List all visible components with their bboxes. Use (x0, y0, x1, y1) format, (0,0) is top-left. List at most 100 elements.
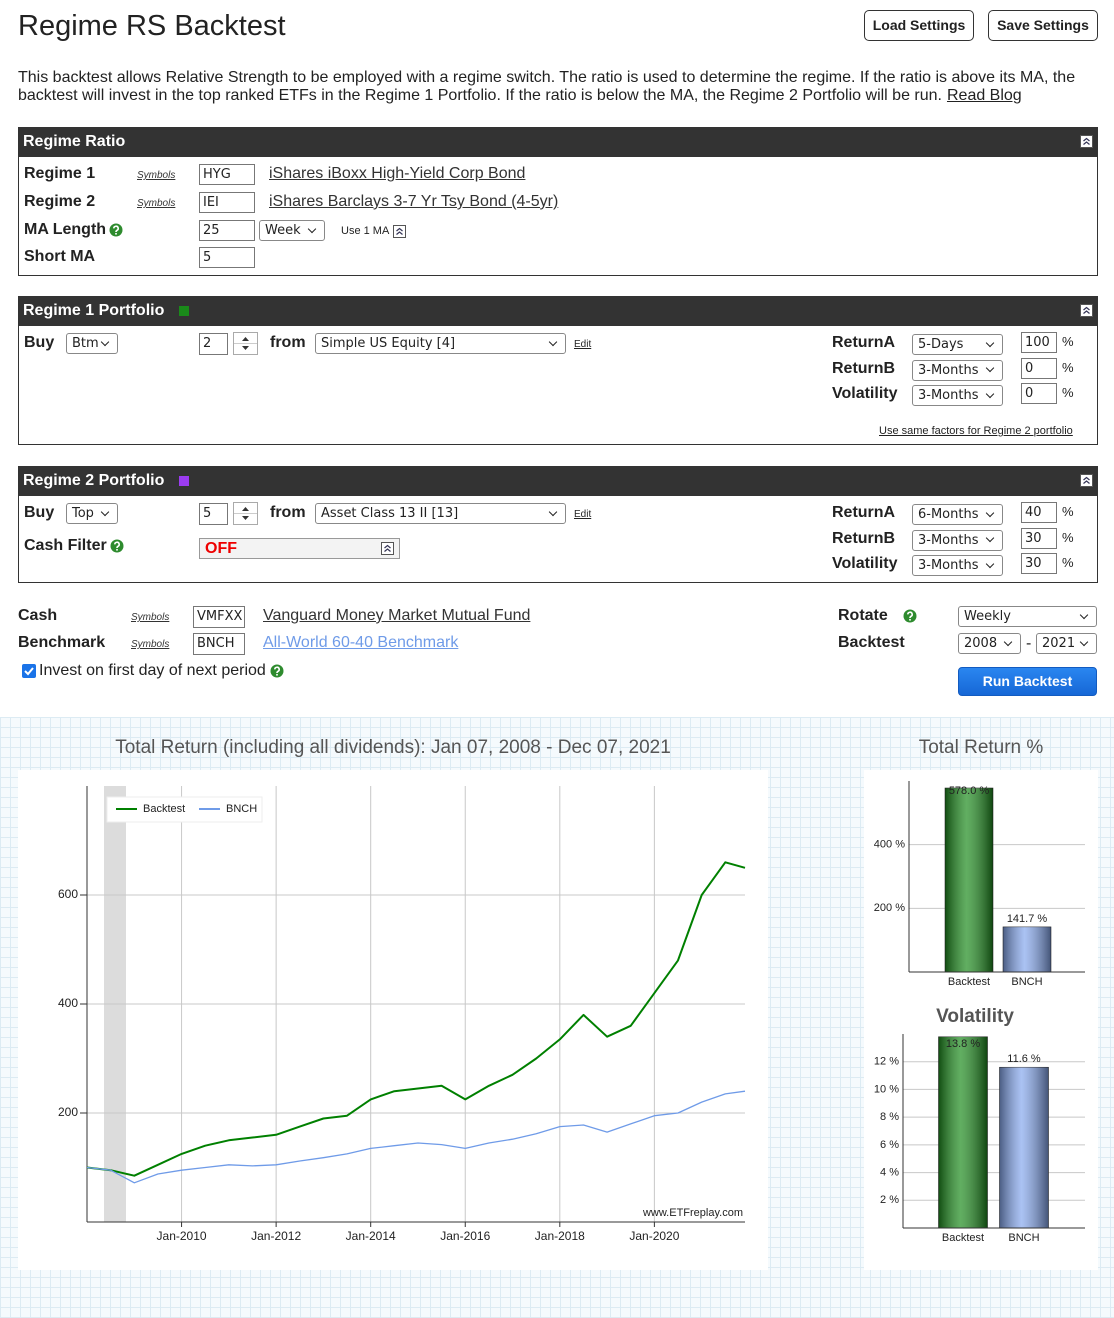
etf-name-link[interactable]: iShares Barclays 3-7 Yr Tsy Bond (4-5yr) (269, 193, 559, 210)
spinner[interactable] (233, 332, 258, 355)
cash-filter-label: Cash Filter (24, 536, 124, 556)
short-ma-label: Short MA (24, 248, 96, 265)
symbol-input[interactable]: HYG (199, 164, 255, 185)
factor-label: ReturnB (832, 359, 896, 377)
etf-name-link[interactable]: iShares iBoxx High-Yield Corp Bond (269, 165, 526, 182)
ma-length-input[interactable]: 25 (199, 220, 255, 241)
universe-select[interactable]: Simple US Equity [4] (315, 333, 566, 354)
bar-chart-panel (864, 770, 1098, 1270)
collapse-icon[interactable] (1080, 135, 1093, 148)
label-text: MA Length (24, 221, 107, 238)
factor-unit: % (1062, 334, 1074, 349)
description-text: This backtest allows Relative Strength t… (18, 69, 1076, 104)
factor-weight-input[interactable]: 30 (1021, 527, 1057, 549)
section-header: Regime Ratio (18, 127, 1098, 157)
factor-period-select[interactable]: 3-Months (912, 359, 1003, 381)
spinner-arrows[interactable] (234, 503, 257, 524)
collapse-icon[interactable] (393, 225, 406, 238)
help-icon (109, 223, 123, 237)
section-header: Regime 1 Portfolio (18, 296, 1098, 326)
short-ma-input[interactable]: 5 (199, 247, 255, 268)
factor-label: ReturnA (832, 334, 896, 351)
factor-weight-input[interactable]: 30 (1021, 553, 1057, 574)
portfolio-color (179, 476, 189, 486)
from-label: from (270, 334, 306, 351)
factor-weight-input[interactable]: 40 (1021, 502, 1057, 523)
benchmark-name-link[interactable]: All-World 60-40 Benchmark (263, 634, 459, 651)
same-factors-link[interactable]: Use same factors for Regime 2 portfolio (879, 425, 1073, 437)
cash-filter-value: OFF (205, 540, 237, 557)
symbol-input[interactable]: IEI (199, 192, 255, 213)
read-blog-link[interactable]: Read Blog (946, 87, 1022, 104)
collapse-icon[interactable] (1080, 304, 1093, 317)
section-header: Regime 2 Portfolio (18, 466, 1098, 496)
backtest-from-select[interactable]: 2008 (958, 633, 1021, 654)
from-label: from (270, 504, 306, 521)
collapse-icon[interactable] (1080, 474, 1093, 487)
buy-label: Buy (24, 504, 55, 521)
backtest-label: Backtest (838, 634, 905, 651)
factor-weight-input[interactable]: 0 (1021, 357, 1057, 379)
checkbox[interactable] (22, 664, 36, 678)
cash-filter-box[interactable]: OFF (199, 538, 400, 559)
factor-label: ReturnA (832, 504, 896, 521)
factor-period-select[interactable]: 3-Months (912, 385, 1003, 406)
check[interactable] (22, 664, 36, 678)
run-backtest-button[interactable]: Run Backtest (958, 667, 1097, 696)
label-text: Rotate (838, 607, 888, 624)
backtest-separator: - (1026, 635, 1032, 652)
factor-period-select[interactable]: 5-Days (912, 334, 1003, 355)
help-icon (903, 609, 917, 623)
factor-unit: % (1062, 555, 1074, 570)
label-text: Cash Filter (24, 537, 107, 554)
settings-button[interactable]: Load Settings (864, 10, 974, 41)
help-icon (270, 664, 284, 678)
count-input[interactable]: 2 (199, 333, 228, 355)
count-input[interactable]: 5 (199, 503, 228, 525)
rotate-select[interactable]: Weekly (958, 606, 1097, 627)
help-icon (110, 539, 124, 553)
settings-button[interactable]: Save Settings (988, 10, 1098, 41)
factor-unit: % (1062, 359, 1074, 375)
symbols-link[interactable]: Symbols (137, 198, 176, 209)
factor-period-select[interactable]: 3-Months (912, 529, 1003, 551)
regime-label: Regime 2 (24, 193, 96, 210)
line-chart-panel (18, 770, 768, 1270)
rank-select[interactable]: Top (66, 503, 118, 524)
symbol-input[interactable]: BNCH (193, 633, 245, 655)
symbols-link[interactable]: Symbols (137, 170, 176, 181)
symbols-link[interactable]: Symbols (131, 639, 170, 650)
spinner-arrows[interactable] (234, 333, 257, 354)
factor-period-select[interactable]: 3-Months (912, 555, 1003, 576)
universe-select[interactable]: Asset Class 13 II [13] (315, 503, 566, 524)
rank-select[interactable]: Btm (66, 333, 118, 354)
buy-label: Buy (24, 334, 55, 351)
ma-period-select[interactable]: Week (259, 220, 325, 241)
rotate-label: Rotate (838, 606, 917, 626)
edit-link[interactable]: Edit (574, 339, 592, 350)
backtest-to-select[interactable]: 2021 (1036, 633, 1097, 654)
regime-label: Regime 1 (24, 165, 96, 182)
symbol-input[interactable]: VMFXX (193, 606, 245, 628)
collapse-icon[interactable] (381, 542, 394, 555)
factor-label: Volatility (832, 385, 898, 402)
edit-link[interactable]: Edit (574, 509, 592, 520)
factor-period-select[interactable]: 6-Months (912, 504, 1003, 525)
cash-label: Cash (18, 607, 58, 624)
invest-first-day: Invest on first day of next period (39, 661, 284, 681)
description: This backtest allows Relative Strength t… (18, 69, 1098, 105)
factor-unit: % (1062, 385, 1074, 400)
symbols-link[interactable]: Symbols (131, 612, 170, 623)
factor-weight-input[interactable]: 0 (1021, 383, 1057, 404)
page-title: Regime RS Backtest (18, 10, 286, 42)
factor-label: Volatility (832, 555, 898, 572)
portfolio-color (179, 306, 189, 316)
factor-weight-input[interactable]: 100 (1021, 332, 1057, 353)
spinner[interactable] (233, 502, 258, 525)
use-one-ma[interactable]: Use 1 MA (341, 225, 390, 237)
factor-unit: % (1062, 529, 1074, 545)
factor-label: ReturnB (832, 529, 896, 547)
cash-name-link[interactable]: Vanguard Money Market Mutual Fund (263, 607, 531, 624)
label-text: Invest on first day of next period (39, 662, 266, 679)
